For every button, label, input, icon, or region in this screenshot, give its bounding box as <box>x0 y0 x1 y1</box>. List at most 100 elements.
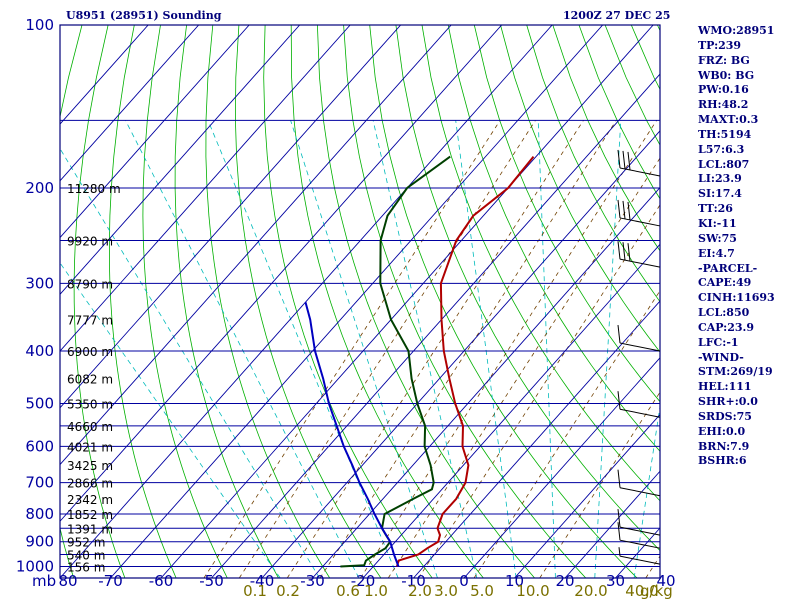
index-item: LFC:-1 <box>698 335 739 349</box>
mixing-ratio-line <box>473 290 660 578</box>
wind-barb <box>617 391 661 418</box>
isotherm <box>60 25 200 182</box>
mixing-ratio-label: 40.0 <box>625 582 658 600</box>
index-item: EI:4.7 <box>698 246 735 260</box>
sounding-time: 1200Z 27 DEC 25 <box>563 9 671 22</box>
pressure-tick-label: 1000 <box>16 558 54 576</box>
wind-barb <box>617 522 661 549</box>
temperature-tick-label: -50 <box>199 572 224 590</box>
index-item: SHR+:0.0 <box>698 395 758 409</box>
pressure-unit-label: mb <box>32 572 56 590</box>
pressure-tick-label: 100 <box>25 16 54 34</box>
height-label: 9920 m <box>67 234 113 248</box>
mixing-ratio-unit: g/kg <box>640 582 673 600</box>
temperature-tick-label: -70 <box>98 572 123 590</box>
index-item: L57:6.3 <box>698 142 745 156</box>
index-item: LI:23.9 <box>698 172 742 186</box>
dry-adiabat <box>263 25 433 578</box>
dry-adiabat <box>421 25 660 502</box>
temperature-tick-label: 20 <box>555 572 574 590</box>
index-item: RH:48.2 <box>698 98 749 112</box>
mixing-ratio-line <box>539 391 660 578</box>
pressure-tick-label: 900 <box>25 533 54 551</box>
temperature-tick-label: -40 <box>250 572 275 590</box>
pressure-tick-label: 300 <box>25 274 54 292</box>
wind-barb <box>617 469 661 497</box>
pressure-tick-label: 800 <box>25 505 54 523</box>
parcel-path <box>304 301 400 567</box>
height-label: 2342 m <box>67 493 113 507</box>
isotherm <box>514 413 660 578</box>
isotherm <box>160 25 654 578</box>
isotherm <box>312 186 660 578</box>
index-item: BRN:7.9 <box>698 439 750 453</box>
index-item: FRZ: BG <box>698 53 750 67</box>
isotherm <box>60 25 503 522</box>
height-label: 156 m <box>67 561 105 575</box>
dry-adiabat <box>500 25 660 353</box>
temperature-profile <box>395 155 535 567</box>
moist-adiabat <box>125 120 360 578</box>
height-label: 7777 m <box>67 314 113 328</box>
height-label: 6082 m <box>67 373 113 387</box>
isotherm <box>564 470 660 578</box>
index-item: KI:-11 <box>698 216 737 230</box>
height-label: 1852 m <box>67 508 113 522</box>
mixing-ratio-label: 20.0 <box>574 582 607 600</box>
index-item: HEL:111 <box>698 380 752 394</box>
mixing-ratio-line <box>360 120 658 578</box>
dry-adiabat <box>447 25 660 452</box>
dry-adiabat <box>788 25 800 578</box>
dry-adiabat <box>395 25 660 552</box>
height-label: 952 m <box>67 536 105 550</box>
temperature-tick-label: 80 <box>58 572 77 590</box>
mixing-ratio-line <box>387 157 660 578</box>
index-item: TT:26 <box>698 202 733 216</box>
pressure-tick-label: 600 <box>25 437 54 455</box>
height-label: 8790 m <box>67 277 113 291</box>
mixing-ratio-label: 0.2 <box>276 582 300 600</box>
index-item: BSHR:6 <box>698 454 747 468</box>
dry-adiabat <box>290 25 484 578</box>
dry-adiabat <box>343 25 587 578</box>
pressure-tick-label: 400 <box>25 342 54 360</box>
dry-adiabat <box>552 25 660 252</box>
temperature-tick-label: -60 <box>149 572 174 590</box>
wind-barb <box>617 199 661 227</box>
isotherm <box>463 357 660 578</box>
index-item: CINH:11693 <box>698 291 775 305</box>
dry-adiabat <box>205 25 331 578</box>
pressure-tick-label: 700 <box>25 474 54 492</box>
isotherm <box>261 130 660 578</box>
indices-panel: WMO:28951 TP:239 FRZ: BG WB0: BG PW:0.16 RH:4… <box>698 24 775 469</box>
mixing-ratio-label: 10.0 <box>516 582 549 600</box>
dry-adiabat <box>60 25 83 578</box>
mixing-ratio-line <box>203 120 501 578</box>
height-label: 2866 m <box>67 477 113 491</box>
height-label: 3425 m <box>67 459 113 473</box>
index-item: PW:0.16 <box>698 83 749 97</box>
temperature-tick-label: 10 <box>505 572 524 590</box>
mixing-ratio-label: 0.1 <box>243 582 267 600</box>
height-label: 540 m <box>67 548 105 562</box>
height-label: 5350 m <box>67 398 113 412</box>
mixing-ratio-label: 5.0 <box>470 582 494 600</box>
temperature-tick-label: -30 <box>300 572 325 590</box>
wind-barb <box>617 509 661 536</box>
isotherm <box>60 25 351 352</box>
wind-barb <box>618 547 661 565</box>
wind-barb <box>617 241 661 268</box>
isotherm <box>110 25 604 578</box>
mixing-ratio-label: 3.0 <box>434 582 458 600</box>
pressure-tick-label: 200 <box>25 179 54 197</box>
height-label: 11280 m <box>67 182 121 196</box>
mixing-ratio-label: 2.0 <box>408 582 432 600</box>
mixing-ratio-label: 0.6 <box>336 582 360 600</box>
index-item: TP:239 <box>698 38 742 52</box>
index-item: -WIND- <box>698 350 744 364</box>
temperature-tick-label: 30 <box>606 572 625 590</box>
temperature-tick-label: -20 <box>351 572 376 590</box>
index-item: SRDS:75 <box>698 409 752 423</box>
isotherm <box>60 25 402 409</box>
